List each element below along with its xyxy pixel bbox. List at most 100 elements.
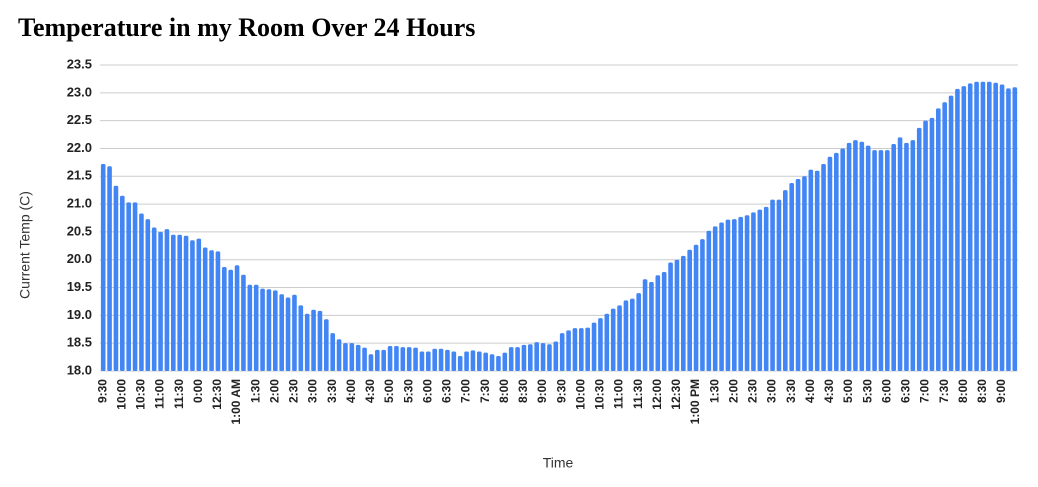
bar (508, 347, 514, 371)
x-tick-label: 12:30 (210, 379, 224, 410)
x-tick-label: 7:00 (459, 379, 473, 403)
x-tick-label: 12:00 (650, 379, 664, 410)
y-tick-label: 18.5 (67, 335, 92, 350)
bar (744, 215, 750, 371)
bar (974, 81, 979, 371)
bar (846, 142, 852, 371)
bar (891, 144, 896, 371)
bar (113, 185, 119, 371)
bar (636, 293, 641, 371)
x-tick-label: 11:00 (612, 379, 626, 409)
bar (674, 259, 680, 371)
bar (712, 226, 718, 371)
bar (394, 345, 399, 371)
bar (987, 81, 992, 371)
bar (241, 274, 246, 371)
x-tick-label: 4:30 (363, 379, 377, 403)
x-tick-label: 6:00 (879, 379, 893, 403)
x-tick-label: 5:30 (401, 379, 415, 403)
bar (916, 127, 922, 372)
bar (540, 343, 546, 371)
bar (598, 318, 603, 371)
bar (158, 231, 163, 371)
x-tick-label: 6:30 (899, 379, 913, 403)
bar (751, 212, 756, 371)
x-tick-label: 7:30 (478, 379, 492, 403)
bar (961, 86, 967, 371)
bar (209, 250, 214, 371)
bar (770, 199, 775, 371)
x-tick-label: 7:30 (937, 379, 951, 403)
y-tick-label: 23.5 (67, 56, 92, 71)
bar (936, 108, 941, 371)
x-tick-label: 8:30 (516, 379, 530, 403)
bar (171, 234, 176, 371)
x-tick-label: 3:00 (765, 379, 779, 403)
bar (763, 206, 769, 371)
bar (139, 213, 144, 371)
bar (591, 322, 597, 371)
x-tick-label: 10:00 (114, 379, 128, 410)
bar (649, 281, 654, 371)
bar (585, 327, 590, 371)
bar (253, 284, 259, 371)
bar (980, 81, 986, 371)
bar (381, 349, 386, 371)
bar (795, 179, 801, 371)
x-tick-label: 6:00 (420, 379, 434, 403)
bar (814, 170, 820, 371)
bar (1006, 88, 1011, 371)
y-tick-label: 21.5 (67, 168, 92, 183)
bar (375, 349, 380, 371)
bar (604, 313, 610, 371)
bar (126, 202, 131, 371)
bar (923, 120, 928, 372)
bar (285, 297, 291, 371)
bar (470, 350, 476, 371)
bar (942, 102, 947, 371)
bar (496, 355, 501, 371)
bar (681, 255, 686, 371)
x-tick-label: 6:30 (440, 379, 454, 403)
bar (317, 310, 323, 371)
bar (528, 344, 533, 371)
bar (279, 294, 284, 371)
bar (419, 351, 425, 371)
x-tick-label: 11:00 (153, 379, 167, 409)
bar (336, 339, 342, 371)
chart-title: Temperature in my Room Over 24 Hours (18, 13, 475, 42)
bar (834, 152, 839, 371)
bar (885, 150, 890, 371)
x-tick-label: 2:00 (726, 379, 740, 403)
bar (623, 300, 629, 371)
bar (362, 347, 367, 371)
bar (776, 199, 782, 371)
x-tick-label: 7:00 (918, 379, 932, 403)
bar (451, 351, 457, 371)
x-tick-label: 3:30 (325, 379, 339, 403)
bar (706, 230, 712, 371)
bar (725, 219, 731, 371)
y-tick-label: 19.5 (67, 279, 92, 294)
x-tick-label: 9:00 (535, 379, 549, 403)
bar (534, 342, 539, 371)
x-tick-label: 8:00 (956, 379, 970, 403)
bar (853, 140, 858, 371)
bar (910, 140, 916, 371)
bar (757, 209, 763, 371)
bar (324, 319, 329, 371)
bar (840, 148, 845, 371)
x-tick-label: 4:30 (822, 379, 836, 403)
x-tick-label: 5:30 (860, 379, 874, 403)
x-tick-label: 10:30 (134, 379, 148, 410)
bar (273, 290, 278, 371)
bar (432, 348, 437, 371)
y-tick-label: 22.0 (67, 140, 92, 155)
bar (196, 238, 202, 371)
bar (298, 305, 304, 371)
x-tick-label: 5:00 (382, 379, 396, 403)
bar (477, 351, 482, 371)
bar (948, 95, 954, 371)
bar (515, 347, 520, 371)
